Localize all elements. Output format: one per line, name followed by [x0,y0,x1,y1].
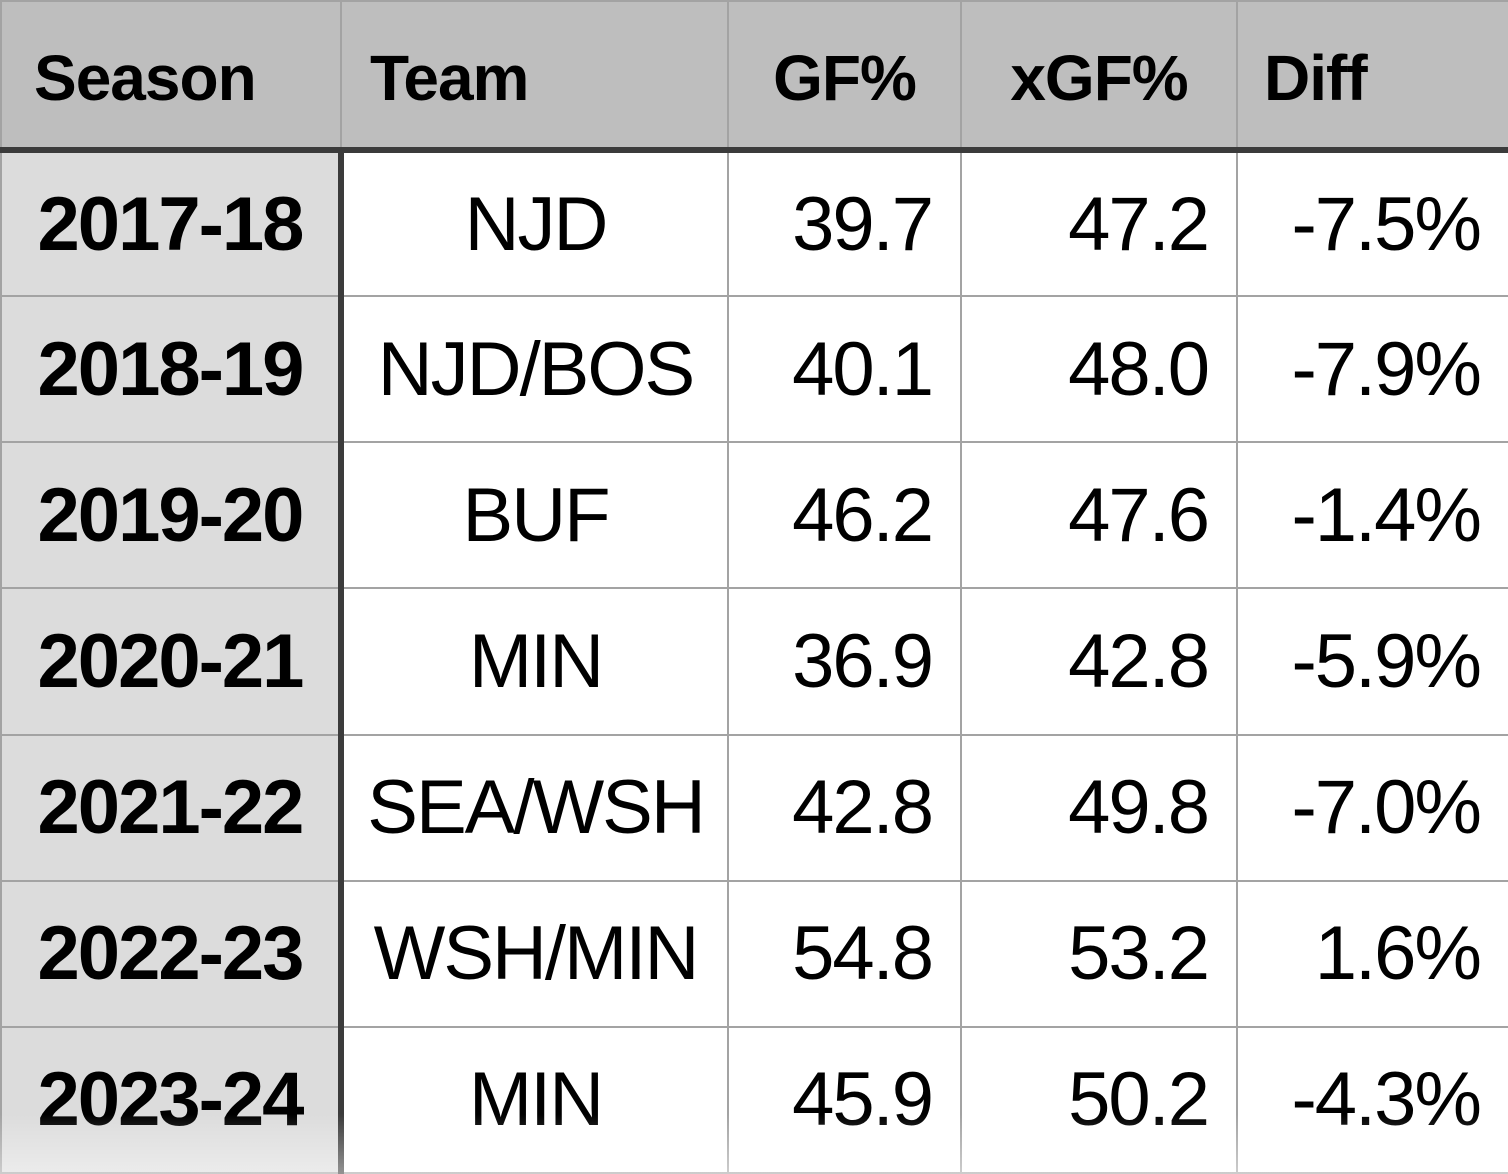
header-row: Season Team GF% xGF% Diff [0,0,1508,153]
cell-team: MIN [340,1025,729,1174]
table-row: 2023-24 MIN 45.9 50.2 -4.3% [0,1025,1508,1174]
cell-gf-pct: 46.2 [727,441,962,590]
cell-gf-pct: 45.9 [727,1025,962,1174]
cell-diff: -7.9% [1236,295,1508,444]
cell-xgf-pct: 49.8 [960,733,1238,882]
cell-xgf-pct: 53.2 [960,879,1238,1028]
cell-diff: -7.0% [1236,733,1508,882]
cell-diff: -7.5% [1236,148,1508,298]
cell-xgf-pct: 48.0 [960,295,1238,444]
header-cell-season: Season [0,0,342,153]
cell-team: NJD/BOS [340,295,729,444]
table-row: 2022-23 WSH/MIN 54.8 53.2 1.6% [0,879,1508,1028]
cell-xgf-pct: 47.2 [960,148,1238,298]
cell-season: 2017-18 [0,148,344,298]
cell-diff: 1.6% [1236,879,1508,1028]
cell-diff: -1.4% [1236,441,1508,590]
cell-season: 2021-22 [0,733,344,882]
cell-diff: -4.3% [1236,1025,1508,1174]
cell-diff: -5.9% [1236,587,1508,736]
cell-team: WSH/MIN [340,879,729,1028]
cell-team: NJD [340,148,729,298]
cell-xgf-pct: 42.8 [960,587,1238,736]
cell-gf-pct: 42.8 [727,733,962,882]
table-row: 2021-22 SEA/WSH 42.8 49.8 -7.0% [0,733,1508,882]
cell-team: BUF [340,441,729,590]
table-row: 2020-21 MIN 36.9 42.8 -5.9% [0,587,1508,736]
header-cell-diff: Diff [1236,0,1508,153]
cell-season: 2018-19 [0,295,344,444]
cell-season: 2023-24 [0,1025,344,1174]
cell-gf-pct: 40.1 [727,295,962,444]
cell-season: 2022-23 [0,879,344,1028]
cell-team: MIN [340,587,729,736]
cell-season: 2019-20 [0,441,344,590]
table-row: 2019-20 BUF 46.2 47.6 -1.4% [0,441,1508,590]
cell-team: SEA/WSH [340,733,729,882]
header-cell-gf-pct: GF% [727,0,962,153]
cell-xgf-pct: 47.6 [960,441,1238,590]
cell-gf-pct: 39.7 [727,148,962,298]
cell-gf-pct: 54.8 [727,879,962,1028]
header-cell-team: Team [340,0,729,153]
table-row: 2017-18 NJD 39.7 47.2 -7.5% [0,148,1508,298]
cell-season: 2020-21 [0,587,344,736]
cell-gf-pct: 36.9 [727,587,962,736]
cell-xgf-pct: 50.2 [960,1025,1238,1174]
header-cell-xgf-pct: xGF% [960,0,1238,153]
table-row: 2018-19 NJD/BOS 40.1 48.0 -7.9% [0,295,1508,444]
